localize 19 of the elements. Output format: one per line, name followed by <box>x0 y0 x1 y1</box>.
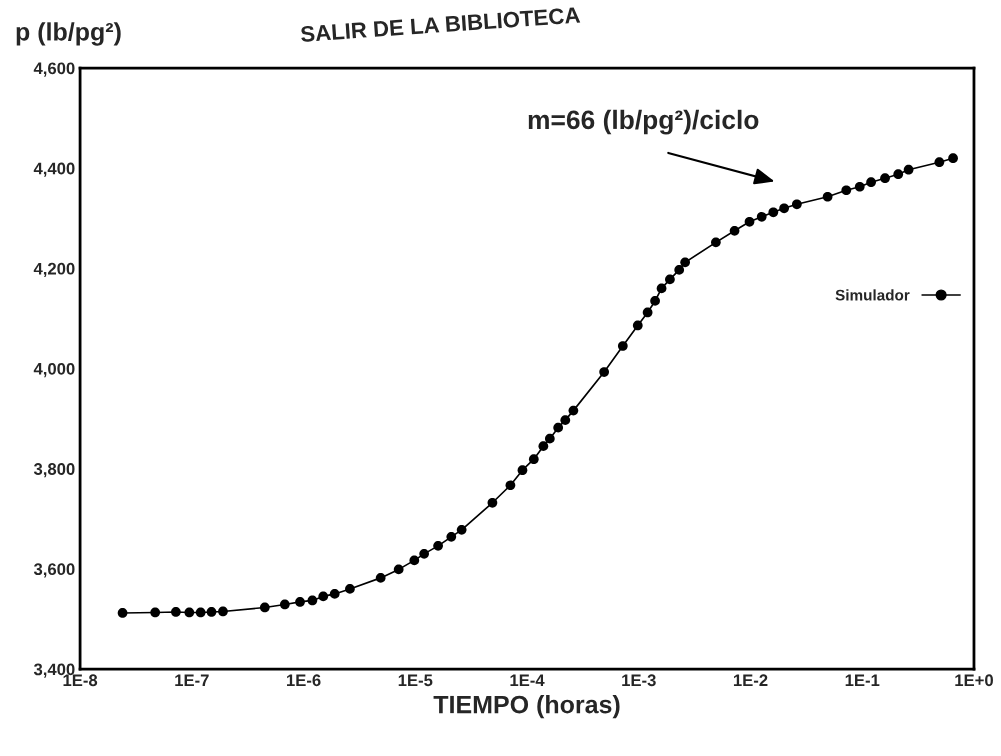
y-tick-label: 3,600 <box>33 563 75 578</box>
x-axis-title: TIEMPO (horas) <box>433 695 620 719</box>
y-tick-label: 4,200 <box>33 262 75 277</box>
y-tick-label: 4,000 <box>33 362 75 378</box>
text: SALIR DE LA BIBLIOTECA <box>300 6 581 43</box>
x-tick-label: 1E-6 <box>287 674 321 687</box>
x-tick-label: 1E-5 <box>398 674 433 687</box>
x-tick-label: 1E-2 <box>733 674 768 686</box>
y-tick-label: 4,600 <box>33 62 75 77</box>
x-tick-label: 1E+0 <box>955 674 993 687</box>
x-tick-label: 1E-4 <box>510 674 545 686</box>
y-axis-title: p (lb/pg²) <box>16 22 121 46</box>
legend-label: Simulador <box>835 289 910 301</box>
x-tick-label: 1E-1 <box>845 674 880 686</box>
y-tick-label: 3,800 <box>33 463 75 478</box>
x-tick-label: 1E-3 <box>622 674 656 687</box>
y-tick-label: 4,400 <box>33 162 75 177</box>
x-tick-label: 1E-7 <box>175 674 209 686</box>
annotation: m=66 (lb/pg²)/ciclo <box>528 109 759 135</box>
